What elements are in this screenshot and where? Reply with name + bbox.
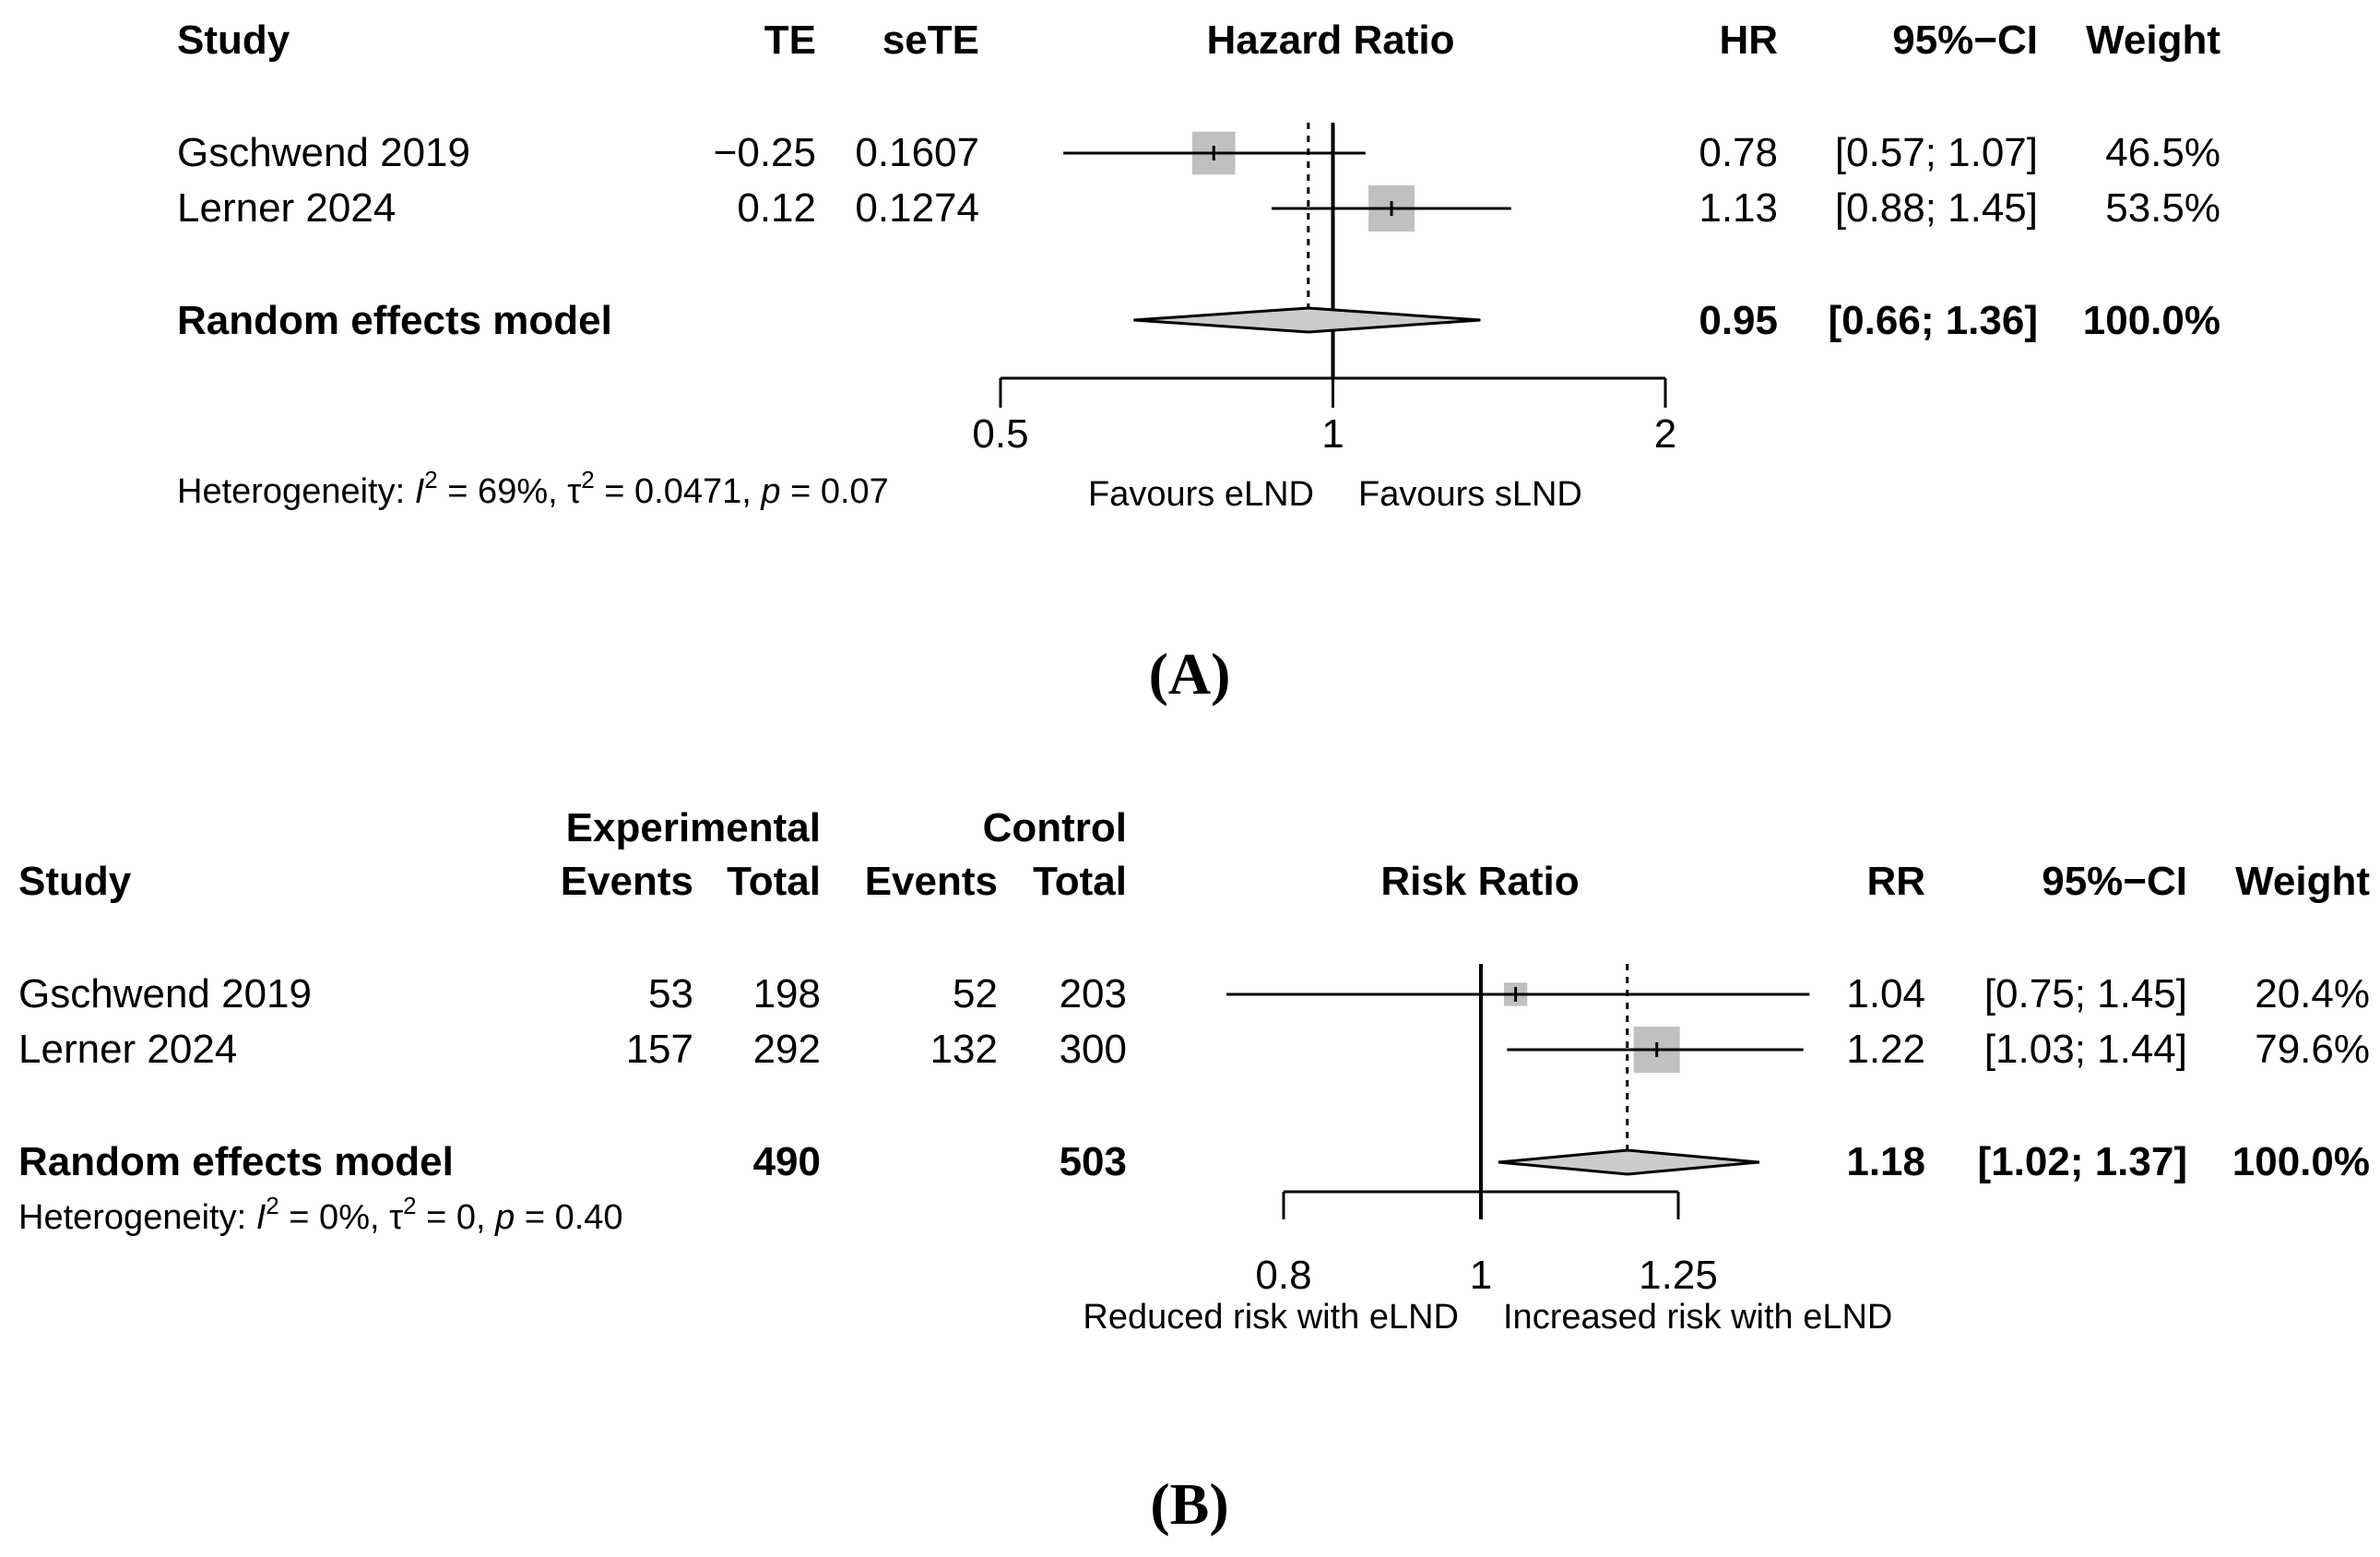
panel-b-header: Study Events Total Events Total Risk Rat… [18,859,2370,904]
header-study: Study [177,18,290,63]
favours-right: Favours sLND [1358,475,1582,514]
x-tick-label: 0.5 [972,411,1028,457]
header-weight: Weight [2086,18,2220,63]
weight-value: 53.5% [2105,185,2220,231]
rr-value: 1.04 [1846,971,1925,1016]
panel-b: Experimental Control Study Events Total … [18,805,2370,1537]
header-weight: Weight [2235,859,2370,904]
header-rr: RR [1866,859,1925,904]
ci-value: [0.57; 1.07] [1835,130,2038,175]
model-exp-total: 490 [753,1139,821,1184]
panel-a: Study TE seTE Hazard Ratio HR 95%−CI Wei… [177,18,2220,707]
ctrl-total-value: 203 [1060,971,1127,1016]
favours-right: Increased risk with eLND [1503,1298,1892,1337]
panel-a-plot: 0.5 1 2 [972,123,1676,457]
x-tick-label: 1 [1470,1253,1492,1298]
table-row: Lerner 2024 0.12 0.1274 1.13 [0.88; 1.45… [177,185,2220,231]
header-risk-ratio: Risk Ratio [1380,859,1579,904]
header-hazard-ratio: Hazard Ratio [1207,18,1455,63]
pooled-row: Random effects model 490 503 1.18 [1.02;… [18,1139,2370,1184]
panel-b-label: (B) [1150,1471,1228,1537]
ci-value: [0.75; 1.45] [1984,971,2187,1016]
pooled-row: Random effects model 0.95 [0.66; 1.36] 1… [177,298,2220,343]
study-name: Gschwend 2019 [18,971,312,1016]
exp-events-value: 157 [626,1027,693,1072]
x-tick-label: 0.8 [1255,1253,1311,1298]
ci-value: [0.88; 1.45] [1835,185,2038,231]
x-tick-label: 2 [1654,411,1676,457]
x-tick-label: 1 [1321,411,1344,457]
pooled-diamond [1498,1148,1760,1176]
ctrl-total-value: 300 [1060,1027,1127,1072]
header-te: TE [764,18,816,63]
model-label: Random effects model [18,1139,454,1184]
header-exp-events: Events [561,859,693,904]
weight-value: 79.6% [2255,1027,2370,1072]
favours-left: Reduced risk with eLND [1083,1298,1459,1337]
model-ci: [0.66; 1.36] [1829,298,2038,343]
weight-value: 20.4% [2255,971,2370,1016]
model-ctrl-total: 503 [1060,1139,1127,1184]
weight-value: 46.5% [2105,130,2220,175]
te-value: −0.25 [714,130,816,175]
header-ci: 95%−CI [2042,859,2187,904]
hr-value: 1.13 [1699,185,1778,231]
table-row: Gschwend 2019 53 198 52 203 1.04 [0.75; … [18,971,2370,1016]
model-weight: 100.0% [2232,1139,2370,1184]
pooled-diamond [1133,306,1481,334]
heterogeneity-text: Heterogeneity: I2 = 69%, τ2 = 0.0471, p … [177,466,889,511]
header-ctrl-total: Total [1033,859,1127,904]
header-exp-total: Total [727,859,821,904]
ctrl-events-value: 52 [953,971,998,1016]
header-hr: HR [1719,18,1778,63]
header-study: Study [18,859,132,904]
model-hr: 0.95 [1699,298,1778,343]
sete-value: 0.1274 [855,185,979,231]
panel-a-label: (A) [1149,641,1231,707]
exp-total-value: 198 [753,971,821,1016]
model-weight: 100.0% [2083,298,2220,343]
study-name: Lerner 2024 [18,1027,237,1072]
te-value: 0.12 [737,185,816,231]
header-experimental: Experimental [566,805,821,850]
header-sete: seTE [882,18,979,63]
sete-value: 0.1607 [855,130,979,175]
study-name: Lerner 2024 [177,185,396,231]
table-row: Gschwend 2019 −0.25 0.1607 0.78 [0.57; 1… [177,130,2220,175]
header-ci: 95%−CI [1892,18,2038,63]
model-label: Random effects model [177,298,612,343]
ctrl-events-value: 132 [930,1027,998,1072]
header-control: Control [983,805,1127,850]
panel-b-plot: 0.8 1 1.25 [1226,964,1810,1298]
panel-b-group-header: Experimental Control [566,805,1127,850]
x-tick-label: 1.25 [1639,1253,1718,1298]
heterogeneity-text: Heterogeneity: I2 = 0%, τ2 = 0, p = 0.40 [18,1192,623,1237]
model-rr: 1.18 [1846,1139,1925,1184]
hr-value: 0.78 [1699,130,1778,175]
exp-events-value: 53 [648,971,693,1016]
ci-value: [1.03; 1.44] [1984,1027,2187,1072]
rr-value: 1.22 [1846,1027,1925,1072]
favours-left: Favours eLND [1088,475,1314,514]
study-name: Gschwend 2019 [177,130,470,175]
panel-a-header: Study TE seTE Hazard Ratio HR 95%−CI Wei… [177,18,2220,63]
exp-total-value: 292 [753,1027,821,1072]
model-ci: [1.02; 1.37] [1978,1139,2187,1184]
header-ctrl-events: Events [865,859,998,904]
table-row: Lerner 2024 157 292 132 300 1.22 [1.03; … [18,1027,2370,1072]
